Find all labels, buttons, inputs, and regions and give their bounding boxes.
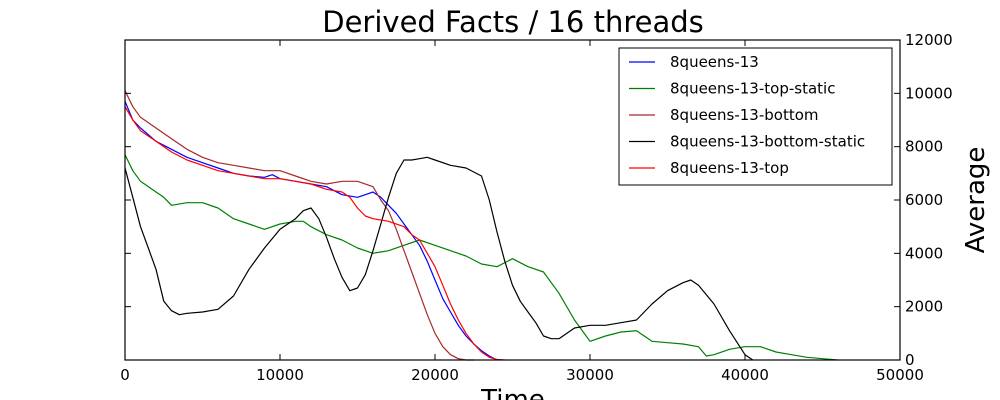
y-tick-label: 8000	[905, 138, 943, 156]
x-tick-label: 40000	[721, 366, 769, 384]
y-axis: 0 2000 4000 6000 8000 10000 12000	[125, 31, 953, 369]
y-tick-label: 4000	[905, 244, 943, 262]
y-tick-label: 6000	[905, 191, 943, 209]
x-tick-label: 30000	[566, 366, 614, 384]
y-tick-label: 2000	[905, 298, 943, 316]
legend-label-2: 8queens-13-bottom	[670, 106, 819, 124]
legend: 8queens-13 8queens-13-top-static 8queens-1…	[618, 47, 893, 186]
y-tick-label: 0	[905, 351, 915, 369]
legend-label-0: 8queens-13	[670, 53, 759, 71]
y-tick-label: 12000	[905, 31, 953, 49]
x-tick-label: 50000	[876, 366, 924, 384]
series-line-3	[124, 156, 754, 361]
series-layer	[124, 90, 839, 361]
x-axis: 0 10000 20000 30000 40000 50000	[120, 40, 924, 384]
series-line-2	[124, 90, 474, 361]
y-tick-label: 10000	[905, 84, 953, 102]
y-axis-label: Average	[961, 147, 991, 254]
series-line-4	[124, 106, 505, 361]
legend-box	[618, 47, 893, 186]
x-tick-label: 10000	[256, 366, 304, 384]
series-line-0	[124, 101, 498, 361]
legend-label-4: 8queens-13-top	[670, 159, 789, 177]
chart-title: Derived Facts / 16 threads	[322, 5, 704, 39]
legend-label-3: 8queens-13-bottom-static	[670, 133, 865, 151]
x-axis-label: Time	[480, 385, 545, 400]
legend-label-1: 8queens-13-top-static	[670, 80, 835, 98]
x-tick-label: 0	[120, 366, 130, 384]
x-tick-label: 20000	[411, 366, 459, 384]
series-line-1	[124, 154, 839, 361]
